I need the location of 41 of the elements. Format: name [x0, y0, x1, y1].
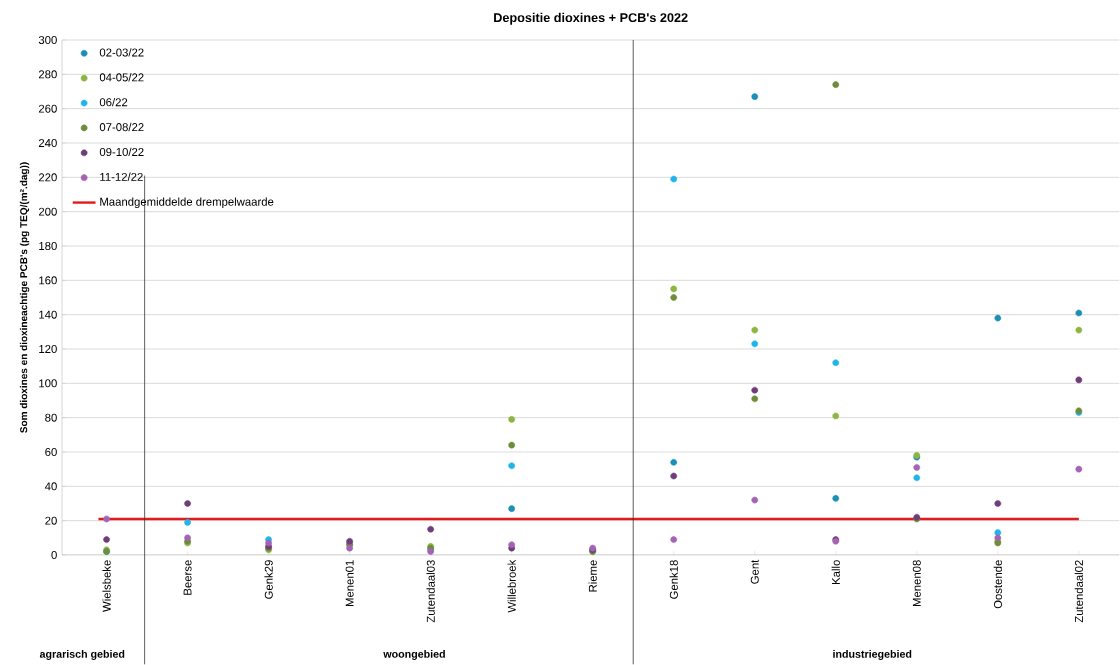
- y-tick-label: 180: [39, 242, 57, 251]
- x-tick-label: Rieme: [588, 560, 597, 592]
- x-tick-label: Wielsbeke: [102, 560, 111, 612]
- x-tick-label: Genk29: [264, 560, 273, 599]
- y-tick-label: 140: [39, 310, 57, 319]
- legend-label: 02-03/22: [99, 48, 144, 57]
- y-tick-label: 260: [38, 104, 57, 113]
- legend-label: 06/22: [99, 97, 128, 107]
- y-tick-label: 200: [38, 207, 57, 216]
- text: industriegebied: [833, 650, 912, 660]
- text: agrarisch gebied: [39, 650, 125, 660]
- y-tick-label: 100: [39, 379, 57, 388]
- x-tick-label: Oostende: [993, 560, 1002, 609]
- y-tick-label: 60: [45, 448, 57, 457]
- x-tick-label: Zutendaal02: [1074, 560, 1083, 623]
- x-tick-label: Menen01: [345, 560, 354, 607]
- y-tick-label: 240: [38, 139, 57, 148]
- y-axis-title: Som dioxines en dioxineachtige PCB's (pg TEQ/(m².dag)): [19, 162, 30, 433]
- x-tick-label: Willebroek: [507, 559, 516, 613]
- y-tick-label: 120: [39, 345, 57, 354]
- x-tick-label: Kallo: [831, 560, 840, 584]
- y-tick-label: 0: [51, 551, 57, 560]
- legend-label: 04-05/22: [99, 73, 144, 82]
- y-tick-label: 160: [39, 276, 57, 285]
- x-tick-label: Zutendaal03: [426, 560, 435, 623]
- text: woongebied: [383, 650, 445, 660]
- legend-label: 11-12/22: [100, 172, 143, 181]
- y-tick-label: 40: [44, 482, 57, 491]
- x-tick-label: Gent: [750, 559, 759, 584]
- x-tick-label: Beerse: [183, 560, 192, 595]
- x-tick-label: Menen08: [912, 560, 921, 607]
- legend-label: 07-08/22: [99, 122, 144, 132]
- y-tick-label: 80: [45, 413, 57, 422]
- y-tick-label: 20: [45, 516, 57, 525]
- y-tick-label: 300: [38, 36, 57, 45]
- y-tick-label: 220: [38, 173, 57, 182]
- chart-title: Depositie dioxines + PCB's 2022: [494, 12, 688, 25]
- legend-label: Maandgemiddelde drempelwaarde: [100, 197, 274, 209]
- x-tick-label: Genk18: [669, 560, 678, 599]
- legend-label: 09-10/22: [99, 147, 144, 157]
- y-tick-label: 280: [38, 70, 57, 79]
